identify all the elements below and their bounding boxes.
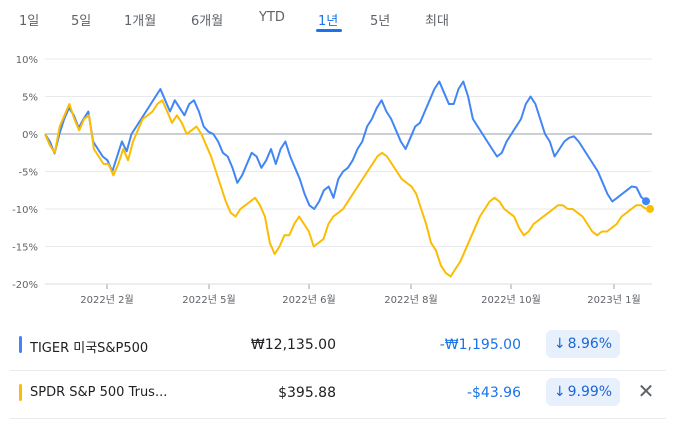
series-end-point xyxy=(642,197,650,206)
tab-6m[interactable]: 6개월 xyxy=(191,14,224,29)
tab-1m[interactable]: 1개월 xyxy=(124,14,157,29)
x-tick-label: 2022년 10월 xyxy=(481,294,541,306)
tab-1y[interactable]: 1년 xyxy=(318,14,339,29)
tab-1d[interactable]: 1일 xyxy=(19,14,40,29)
percent-change-value: 9.99% xyxy=(567,384,613,400)
holding-row-tiger[interactable]: TIGER 미국S&P500 ₩12,135.00 -₩1,195.00 ↓ 8… xyxy=(0,323,676,371)
series-line xyxy=(44,99,647,278)
tab-5d[interactable]: 5일 xyxy=(71,14,92,29)
x-tick-label: 2022년 6월 xyxy=(282,294,335,306)
tab-max[interactable]: 최대 xyxy=(425,14,449,29)
holding-name: SPDR S&P 500 Trus... xyxy=(30,385,168,400)
tab-5y[interactable]: 5년 xyxy=(370,14,391,29)
tab-ytd[interactable]: YTD xyxy=(259,10,285,25)
active-tab-indicator xyxy=(316,29,342,32)
y-tick-label: 0% xyxy=(22,130,38,141)
row-divider xyxy=(10,370,666,371)
percent-change-value: 8.96% xyxy=(567,336,613,352)
x-tick-label: 2023년 1월 xyxy=(587,294,640,306)
y-tick-label: -5% xyxy=(19,168,38,179)
holding-change: -₩1,195.00 xyxy=(439,337,521,353)
series-line xyxy=(44,80,647,210)
y-tick-label: -20% xyxy=(12,280,38,291)
holding-price: $395.88 xyxy=(278,385,336,401)
y-tick-label: -10% xyxy=(12,205,38,216)
series-end-point xyxy=(646,204,654,213)
holding-name: TIGER 미국S&P500 xyxy=(30,341,149,356)
remove-comparison-close-icon[interactable]: ✕ xyxy=(637,379,655,403)
comparison-line-chart[interactable]: 10% 5% 0% -5% -10% -15% -20% 2022년 2월 2022년 5월 20… xyxy=(0,42,676,314)
holding-change: -$43.96 xyxy=(466,385,521,401)
series-color-swatch xyxy=(19,336,22,353)
percent-change-badge: ↓ 8.96% xyxy=(546,330,620,358)
range-tabs: 1일 5일 1개월 6개월 YTD 1년 5년 최대 xyxy=(0,0,676,40)
y-tick-label: -15% xyxy=(12,243,38,254)
row-divider xyxy=(10,418,666,419)
holding-row-spdr[interactable]: SPDR S&P 500 Trus... $395.88 -$43.96 ↓ 9… xyxy=(0,371,676,419)
y-tick-label: 10% xyxy=(16,55,38,66)
x-tick-label: 2022년 5월 xyxy=(182,294,235,306)
percent-change-badge: ↓ 9.99% xyxy=(546,378,620,406)
arrow-down-icon: ↓ xyxy=(553,336,566,352)
arrow-down-icon: ↓ xyxy=(553,384,566,400)
holding-price: ₩12,135.00 xyxy=(250,337,336,353)
x-tick-label: 2022년 2월 xyxy=(80,294,133,306)
series-color-swatch xyxy=(19,384,22,401)
y-tick-label: 5% xyxy=(22,93,38,104)
x-tick-label: 2022년 8월 xyxy=(384,294,437,306)
